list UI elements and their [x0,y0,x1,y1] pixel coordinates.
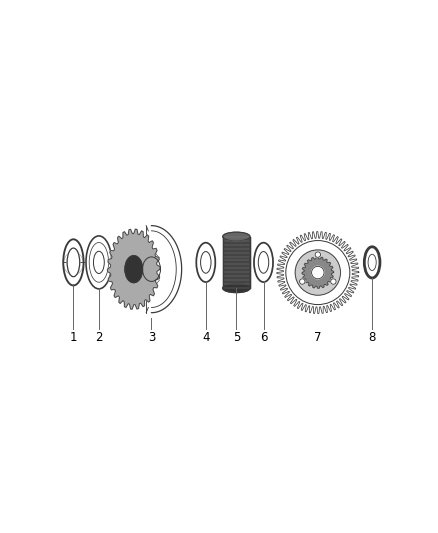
Ellipse shape [315,252,321,257]
Text: 5: 5 [233,331,240,344]
Polygon shape [146,225,182,313]
Ellipse shape [93,251,104,273]
Text: 4: 4 [202,331,209,344]
Ellipse shape [89,243,109,282]
Ellipse shape [67,248,80,277]
Ellipse shape [300,279,305,284]
Text: 2: 2 [95,331,102,344]
Ellipse shape [286,240,350,304]
Ellipse shape [258,252,269,273]
Ellipse shape [368,254,376,270]
Ellipse shape [223,232,250,241]
Ellipse shape [295,250,340,295]
Text: 7: 7 [314,331,321,344]
Polygon shape [107,229,160,309]
Text: 8: 8 [368,331,376,344]
Ellipse shape [223,284,250,293]
Polygon shape [223,237,250,288]
Ellipse shape [254,243,273,282]
Ellipse shape [125,256,143,282]
Text: 6: 6 [260,331,267,344]
Ellipse shape [364,247,380,278]
Ellipse shape [311,266,324,279]
Ellipse shape [201,252,211,273]
Text: 3: 3 [148,331,155,344]
Ellipse shape [331,279,336,284]
Ellipse shape [63,239,84,286]
Ellipse shape [196,243,215,282]
Ellipse shape [142,257,160,281]
Polygon shape [302,257,333,288]
Ellipse shape [86,236,112,289]
Polygon shape [277,231,359,313]
Text: 1: 1 [70,331,77,344]
